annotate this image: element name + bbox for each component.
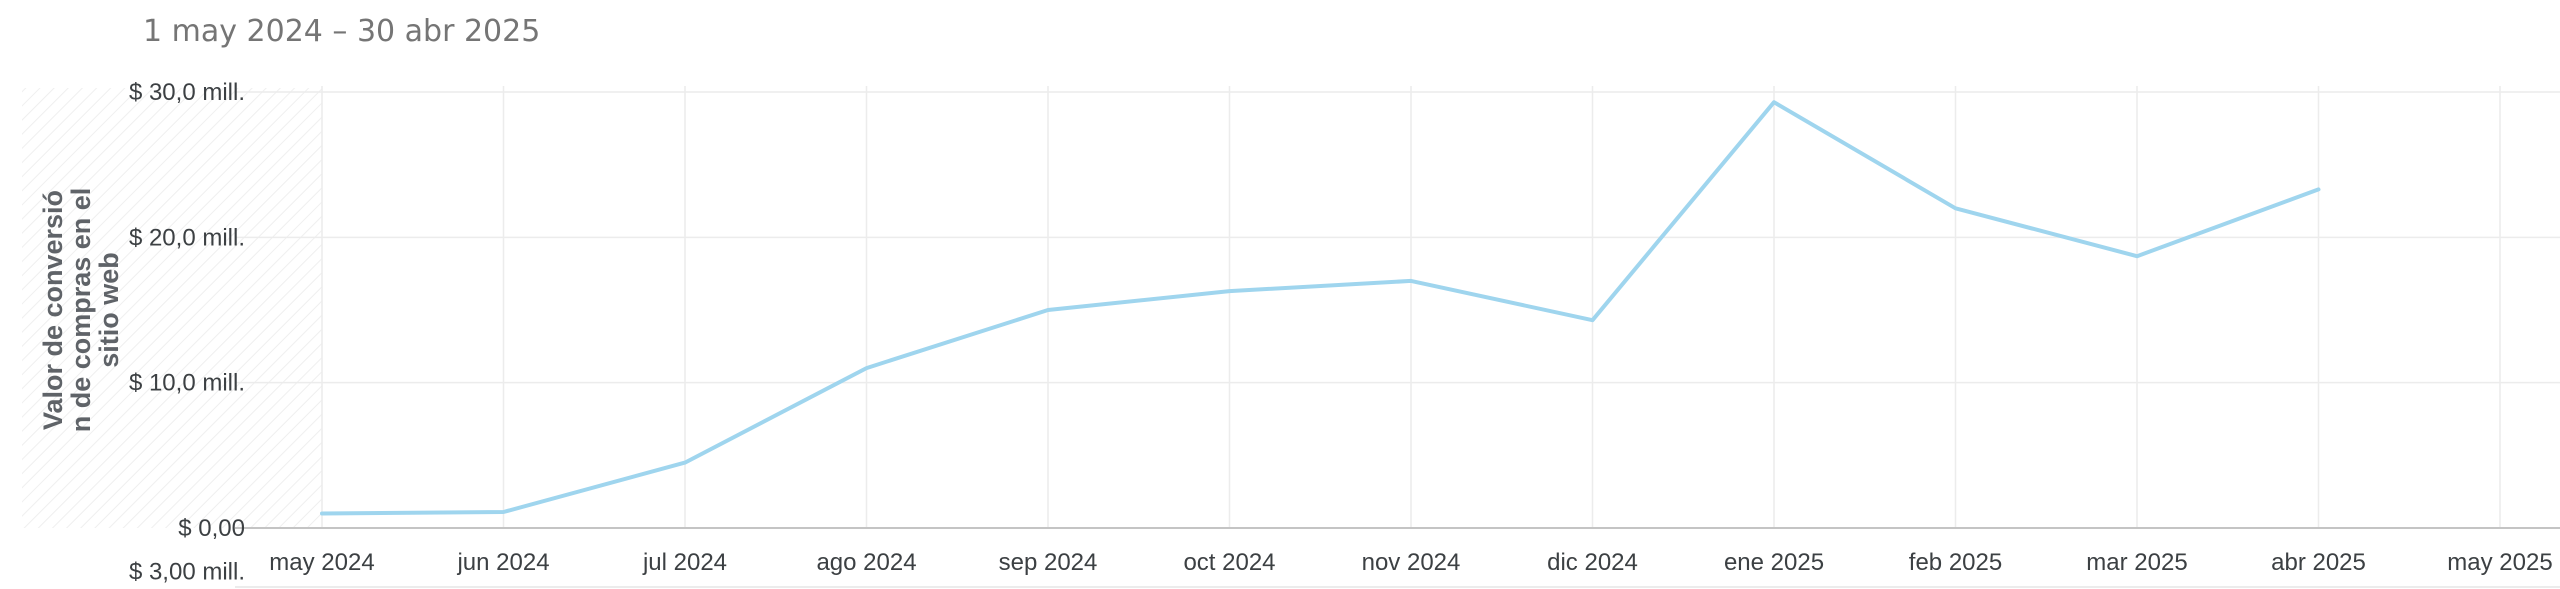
y-tick-label: $ 30,0 mill.: [129, 79, 245, 106]
x-tick-label: may 2025: [2447, 549, 2552, 576]
x-tick-label: feb 2025: [1909, 549, 2002, 576]
y-axis-label-line: sitio web: [94, 252, 124, 368]
x-tick-label: may 2024: [269, 549, 374, 576]
y-tick-label: $ 20,0 mill.: [129, 224, 245, 251]
x-tick-label: oct 2024: [1183, 549, 1275, 576]
y-axis-label-line: n de compras en el: [66, 188, 96, 433]
y-tick-label: $ 0,00: [178, 515, 245, 542]
series-layer: [320, 100, 2321, 516]
x-tick-label: jul 2024: [642, 549, 727, 576]
series-line: [320, 100, 2321, 516]
gridlines: [235, 86, 2560, 528]
x-tick-label: nov 2024: [1362, 549, 1461, 576]
x-tick-label: dic 2024: [1547, 549, 1638, 576]
hatched-region: [22, 88, 322, 528]
x-tick-label: jun 2024: [456, 549, 549, 576]
y-tick-label: $ 3,00 mill.: [129, 559, 245, 586]
y-axis-label-line: Valor de conversió: [38, 190, 68, 430]
x-tick-label: ago 2024: [816, 549, 916, 576]
y-tick-labels: $ 30,0 mill. $ 20,0 mill. $ 10,0 mill. $ 0,…: [129, 79, 245, 586]
y-tick-label: $ 10,0 mill.: [129, 370, 245, 397]
x-tick-label: mar 2025: [2086, 549, 2187, 576]
x-tick-label: abr 2025: [2271, 549, 2366, 576]
x-tick-label: ene 2025: [1724, 549, 1824, 576]
axes: [235, 527, 2560, 588]
y-axis-label: Valor de conversión de compras en elsiti…: [38, 188, 124, 433]
x-tick-labels: may 2024 jun 2024 jul 2024 ago 2024 sep 2024…: [269, 549, 2552, 576]
x-tick-label: sep 2024: [999, 549, 1098, 576]
date-range-label: 1 may 2024 – 30 abr 2025: [143, 14, 541, 49]
